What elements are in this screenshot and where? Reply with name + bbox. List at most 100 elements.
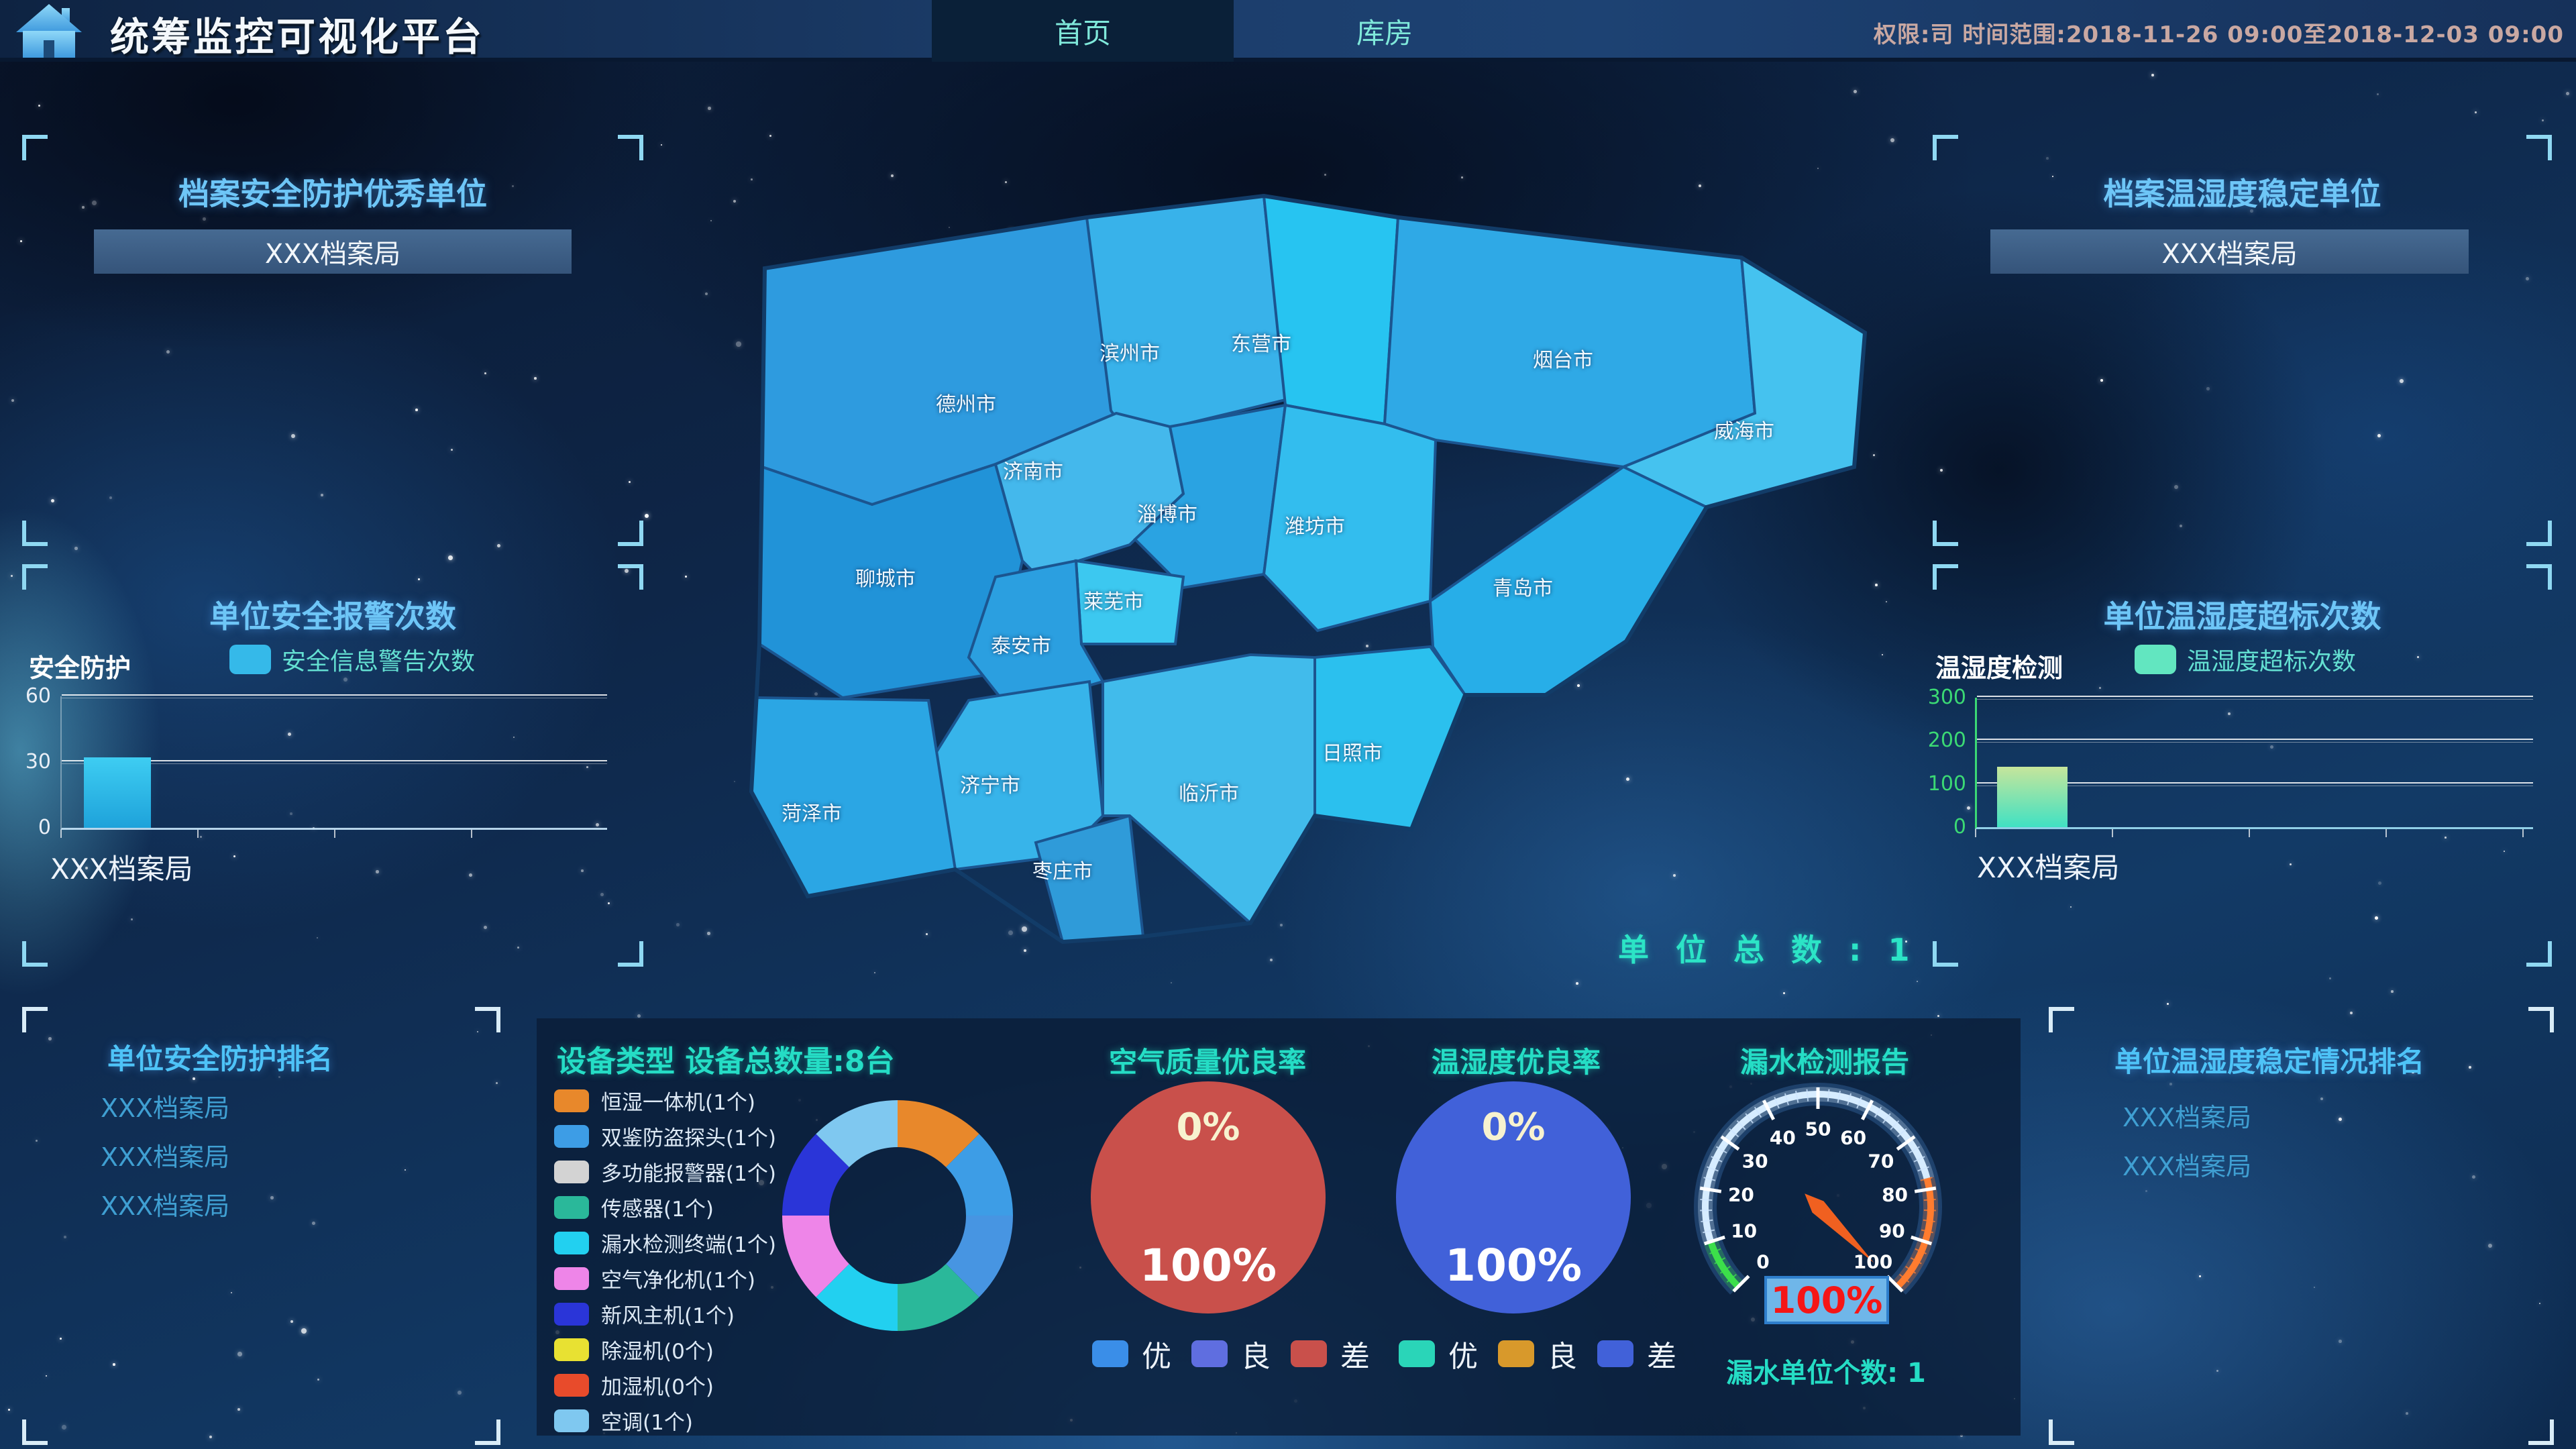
city-label[interactable]: 聊城市 <box>855 568 916 591</box>
legend-label: 优 <box>1142 1340 1171 1374</box>
pie-label-zero: 0% <box>1176 1106 1240 1149</box>
tab-warehouse[interactable]: 库房 <box>1356 16 1413 50</box>
city-label[interactable]: 滨州市 <box>1099 342 1160 366</box>
ranking-title: 单位温湿度稳定情况排名 <box>2114 1045 2425 1078</box>
city-label[interactable]: 烟台市 <box>1533 349 1593 372</box>
legend-swatch[interactable] <box>1191 1340 1228 1367</box>
bar-温湿度超标次数 <box>1997 766 2068 827</box>
temp-pie-legend: 优良差 <box>1399 1332 1683 1375</box>
panel-security-excellent: 档案安全防护优秀单位 XXX档案局 <box>22 135 643 546</box>
device-donut-chart <box>773 1091 1022 1340</box>
city-label[interactable]: 菏泽市 <box>782 802 842 826</box>
legend-label: 多功能报警器(1个) <box>601 1162 776 1186</box>
donut-slice-多功能报警器[interactable] <box>946 1216 1013 1297</box>
chart-legend[interactable]: 温湿度超标次数 <box>2135 642 2356 677</box>
province-outline <box>749 193 1868 945</box>
gauge-tick-label: 50 <box>1805 1118 1831 1140</box>
panel-security-ranking: 单位安全防护排名 XXX档案局 XXX档案局 XXX档案局 <box>22 1007 500 1445</box>
panel-humidity-exceed-chart: 单位温湿度超标次数 温湿度检测 温湿度超标次数 0 100 200 300 XXX档案… <box>1928 564 2552 967</box>
device-legend-item[interactable]: 空调(1个) <box>554 1403 776 1438</box>
pie-label-hundred: 100% <box>1445 1240 1582 1291</box>
legend-swatch <box>554 1373 589 1397</box>
gauge-value-badge: 100% <box>1764 1276 1889 1324</box>
legend-swatch <box>554 1231 589 1254</box>
legend-swatch <box>554 1302 589 1326</box>
donut-slice-新风主机[interactable] <box>782 1134 849 1216</box>
y-tick-label: 60 <box>25 684 51 708</box>
city-label[interactable]: 枣庄市 <box>1032 860 1093 883</box>
gauge-tick-label: 100 <box>1853 1250 1893 1273</box>
city-label[interactable]: 淄博市 <box>1137 503 1197 527</box>
ranking-title: 单位安全防护排名 <box>107 1042 333 1075</box>
panel-title: 单位安全报警次数 <box>209 598 456 635</box>
legend-label: 漏水检测终端(1个) <box>601 1233 776 1257</box>
donut-slice-漏水检测终端[interactable] <box>816 1264 898 1331</box>
legend-label: 除湿机(0个) <box>601 1340 714 1364</box>
ranking-item[interactable]: XXX档案局 <box>101 1093 230 1123</box>
y-tick-label: 30 <box>25 750 51 773</box>
city-label[interactable]: 日照市 <box>1322 741 1383 765</box>
legend-swatch <box>554 1409 589 1432</box>
device-legend-item[interactable]: 空气净化机(1个) <box>554 1260 776 1296</box>
legend-label: 加湿机(0个) <box>601 1375 714 1399</box>
device-legend-item[interactable]: 传感器(1个) <box>554 1189 776 1225</box>
device-legend-item[interactable]: 漏水检测终端(1个) <box>554 1225 776 1260</box>
leak-gauge: 0 10 20 30 40 50 60 70 80 90 100 <box>1677 1069 1959 1351</box>
gauge-tick-label: 40 <box>1769 1126 1796 1149</box>
legend-label: 差 <box>1647 1340 1676 1374</box>
shandong-map[interactable]: 德州市 滨州市 东营市烟台市威海市聊城市 济南市淄博市潍坊市青岛市莱芜市泰安市济宁市菏… <box>684 67 1892 966</box>
home-icon[interactable] <box>15 3 83 59</box>
unit-item[interactable]: XXX档案局 <box>1990 229 2469 274</box>
ranking-item[interactable]: XXX档案局 <box>101 1191 230 1221</box>
legend-label: 温湿度超标次数 <box>2187 648 2357 676</box>
app-title: 统筹监控可视化平台 <box>110 14 485 60</box>
tab-home[interactable]: 首页 <box>932 0 1234 62</box>
ranking-item[interactable]: XXX档案局 <box>101 1142 230 1172</box>
city-label[interactable]: 济南市 <box>1003 460 1063 484</box>
device-legend-item[interactable]: 恒湿一体机(1个) <box>554 1083 776 1118</box>
city-label[interactable]: 潍坊市 <box>1285 515 1345 539</box>
gauge-tick-label: 60 <box>1840 1126 1867 1149</box>
donut-slice-传感器[interactable] <box>898 1264 979 1331</box>
legend-swatch[interactable] <box>1498 1340 1534 1367</box>
gauge-tick-label: 70 <box>1868 1150 1894 1173</box>
device-legend-item[interactable]: 除湿机(0个) <box>554 1332 776 1367</box>
gauge-tick-label: 80 <box>1882 1183 1909 1206</box>
legend-swatch[interactable] <box>1597 1340 1633 1367</box>
city-label[interactable]: 德州市 <box>936 393 996 417</box>
city-label[interactable]: 济宁市 <box>960 774 1020 798</box>
device-legend-item[interactable]: 新风主机(1个) <box>554 1296 776 1332</box>
device-legend-item[interactable]: 加湿机(0个) <box>554 1367 776 1403</box>
legend-swatch[interactable] <box>1399 1340 1435 1367</box>
gauge-tick-label: 20 <box>1727 1183 1754 1206</box>
panel-title: 档案安全防护优秀单位 <box>178 176 487 212</box>
device-legend-item[interactable]: 双鉴防盗探头(1个) <box>554 1118 776 1154</box>
chart-legend[interactable]: 安全信息警告次数 <box>229 642 475 677</box>
ranking-item[interactable]: XXX档案局 <box>2123 1103 2252 1132</box>
city-label[interactable]: 东营市 <box>1231 333 1291 356</box>
device-type-legend: 恒湿一体机(1个) 双鉴防盗探头(1个) 多功能报警器(1个) 传感器(1个) 漏水检测… <box>554 1083 776 1438</box>
city-label[interactable]: 临沂市 <box>1179 782 1239 806</box>
donut-slice-恒湿一体机[interactable] <box>898 1100 979 1167</box>
legend-label: 差 <box>1340 1340 1370 1374</box>
gauge-tick-label: 90 <box>1878 1220 1905 1242</box>
legend-swatch <box>554 1338 589 1361</box>
bottom-stats-panel: 设备类型 设备总数量:8台 空气质量优良率 温湿度优良率 漏水检测报告 恒湿一体… <box>537 1018 2021 1436</box>
device-legend-item[interactable]: 多功能报警器(1个) <box>554 1154 776 1189</box>
air-pie-legend: 优良差 <box>1092 1332 1377 1375</box>
ranking-item[interactable]: XXX档案局 <box>2123 1152 2252 1181</box>
device-section-title: 设备类型 设备总数量:8台 <box>557 1044 895 1079</box>
legend-swatch[interactable] <box>1092 1340 1128 1367</box>
legend-swatch[interactable] <box>1291 1340 1327 1367</box>
city-label[interactable]: 青岛市 <box>1493 577 1553 600</box>
legend-swatch <box>2135 645 2176 674</box>
donut-slice-双鉴防盗探头[interactable] <box>946 1134 1013 1216</box>
donut-slice-空气净化机[interactable] <box>782 1216 849 1297</box>
temp-quality-pie: 0% 100% <box>1396 1081 1631 1313</box>
city-label[interactable]: 莱芜市 <box>1083 590 1144 614</box>
city-label[interactable]: 威海市 <box>1714 420 1774 443</box>
unit-item[interactable]: XXX档案局 <box>94 229 572 274</box>
donut-slice-空调[interactable] <box>816 1100 898 1167</box>
city-label[interactable]: 泰安市 <box>991 635 1051 658</box>
